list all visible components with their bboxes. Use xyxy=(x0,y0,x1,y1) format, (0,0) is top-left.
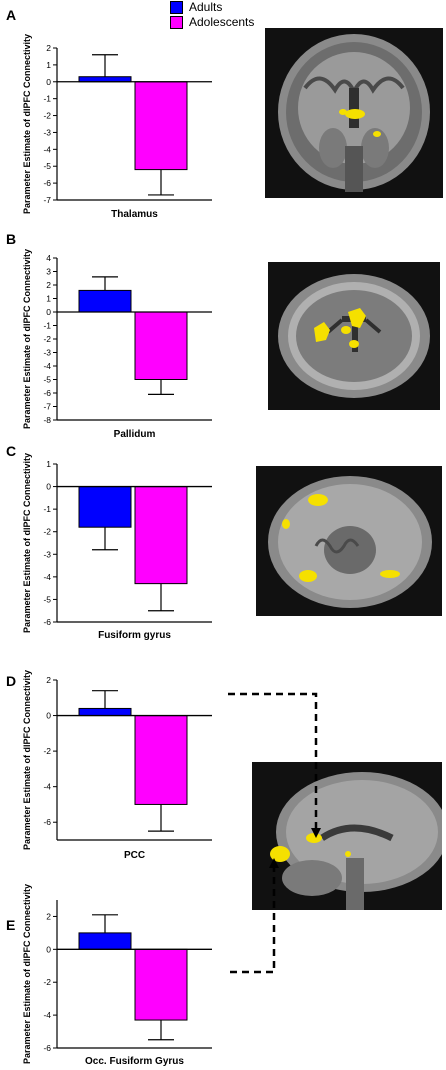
y-tick-label: 0 xyxy=(46,482,51,492)
chart-panel-D: D 2 0 -2 -4 -6 Parameter Estimate of dlPFC Con… xyxy=(6,670,212,861)
x-axis-label: PCC xyxy=(124,850,145,861)
legend-label-adults: Adults xyxy=(189,0,223,14)
bar-adults xyxy=(78,932,132,950)
y-axis-label: Parameter Estimate of dlPFC Connectivity xyxy=(22,670,32,850)
panel-label: A xyxy=(6,7,16,23)
y-tick-label: -4 xyxy=(43,572,51,582)
chart-panel-A: A 2 1 0 -1 -2 -3 -4 -5 -6 -7 Parameter Estimate of … xyxy=(6,7,212,220)
y-tick-label: -8 xyxy=(43,415,51,425)
activation-blob xyxy=(308,494,328,506)
bar-adolescents xyxy=(134,948,188,1021)
chart-panel-B: B 4 3 2 1 0 -1 -2 -3 -4 -5 -6 -7 -8 Parameter Estimate… xyxy=(6,231,212,440)
y-tick-label: -2 xyxy=(43,977,51,987)
y-tick-label: -7 xyxy=(43,195,51,205)
x-axis-label: Thalamus xyxy=(111,209,158,220)
y-tick-label: -3 xyxy=(43,549,51,559)
y-tick-label: -4 xyxy=(43,1010,51,1020)
y-tick-label: -6 xyxy=(43,1043,51,1053)
y-tick-label: 1 xyxy=(46,459,51,469)
legend-item-adolescents: Adolescents xyxy=(170,15,254,29)
panel-label: D xyxy=(6,673,16,689)
activation-blob xyxy=(306,833,322,843)
y-axis-label: Parameter Estimate of dlPFC Connectivity xyxy=(22,453,32,633)
legend-item-adults: Adults xyxy=(170,0,222,14)
activation-blob xyxy=(270,846,290,862)
activation-blob xyxy=(349,340,359,348)
y-axis-label: Parameter Estimate of dlPFC Connectivity xyxy=(22,884,32,1064)
y-tick-label: -3 xyxy=(43,348,51,358)
y-tick-label: -6 xyxy=(43,617,51,627)
y-tick-label: 0 xyxy=(46,944,51,954)
y-tick-label: -4 xyxy=(43,361,51,371)
y-tick-label: -6 xyxy=(43,388,51,398)
bar-adults xyxy=(78,76,132,83)
bar-adults xyxy=(78,486,132,528)
activation-blob xyxy=(282,519,290,529)
brain-image-coronal-thalamus xyxy=(265,28,443,198)
y-tick-label: -1 xyxy=(43,504,51,514)
y-tick-label: -7 xyxy=(43,402,51,412)
activation-blob xyxy=(380,570,400,578)
bar-adolescents xyxy=(134,311,188,380)
chart-panel-E: E 2 0 -2 -4 -6 Parameter Estimate of dlPFC Con… xyxy=(6,884,212,1067)
activation-blob xyxy=(345,109,365,119)
brain-image-axial-pallidum xyxy=(268,262,440,410)
activation-blob xyxy=(341,326,351,334)
y-tick-label: 1 xyxy=(46,60,51,70)
y-tick-label: -5 xyxy=(43,594,51,604)
x-axis-label: Pallidum xyxy=(114,429,156,440)
activation-blob xyxy=(373,131,381,137)
x-axis-label: Occ. Fusiform Gyrus xyxy=(85,1056,184,1067)
activation-blob xyxy=(314,322,330,342)
y-tick-label: 2 xyxy=(46,911,51,921)
y-tick-label: -1 xyxy=(43,321,51,331)
y-tick-label: -2 xyxy=(43,111,51,121)
legend-swatch-adults xyxy=(170,0,183,14)
y-tick-label: 0 xyxy=(46,77,51,87)
activation-blob xyxy=(345,851,351,857)
y-tick-label: -2 xyxy=(43,527,51,537)
y-tick-label: 2 xyxy=(46,280,51,290)
x-axis-label: Fusiform gyrus xyxy=(98,630,171,641)
bar-adolescents xyxy=(134,81,188,171)
y-tick-label: -4 xyxy=(43,782,51,792)
y-tick-label: -6 xyxy=(43,178,51,188)
y-tick-label: 2 xyxy=(46,675,51,685)
y-tick-label: -6 xyxy=(43,817,51,827)
bar-adults xyxy=(78,289,132,313)
legend-swatch-adolescents xyxy=(170,15,183,29)
panel-label: E xyxy=(6,917,15,933)
bar-adults xyxy=(78,707,132,717)
activation-blob xyxy=(339,109,347,115)
y-axis-label: Parameter Estimate of dlPFC Connectivity xyxy=(22,249,32,429)
brain-image-axial-fusiform xyxy=(256,466,442,616)
activation-blob xyxy=(348,308,366,328)
y-tick-label: -2 xyxy=(43,334,51,344)
y-tick-label: 4 xyxy=(46,253,51,263)
legend-label-adolescents: Adolescents xyxy=(189,15,255,29)
panel-label: C xyxy=(6,443,16,459)
y-tick-label: -3 xyxy=(43,127,51,137)
chart-panel-C: C 1 0 -1 -2 -3 -4 -5 -6 Parameter Estimate of dlP… xyxy=(6,443,212,641)
legend: Adults Adolescents xyxy=(170,0,310,30)
bar-adolescents xyxy=(134,715,188,805)
y-tick-label: -5 xyxy=(43,161,51,171)
y-tick-label: 3 xyxy=(46,267,51,277)
bar-adolescents xyxy=(134,486,188,585)
y-tick-label: 0 xyxy=(46,307,51,317)
panel-label: B xyxy=(6,231,16,247)
y-tick-label: 1 xyxy=(46,294,51,304)
y-tick-label: 2 xyxy=(46,43,51,53)
y-tick-label: -5 xyxy=(43,375,51,385)
y-tick-label: -4 xyxy=(43,144,51,154)
brain-image-sagittal-pcc xyxy=(252,762,442,910)
activation-blob xyxy=(299,570,317,582)
y-tick-label: 0 xyxy=(46,711,51,721)
y-tick-label: -1 xyxy=(43,94,51,104)
y-axis-label: Parameter Estimate of dlPFC Connectivity xyxy=(22,34,32,214)
y-tick-label: -2 xyxy=(43,746,51,756)
